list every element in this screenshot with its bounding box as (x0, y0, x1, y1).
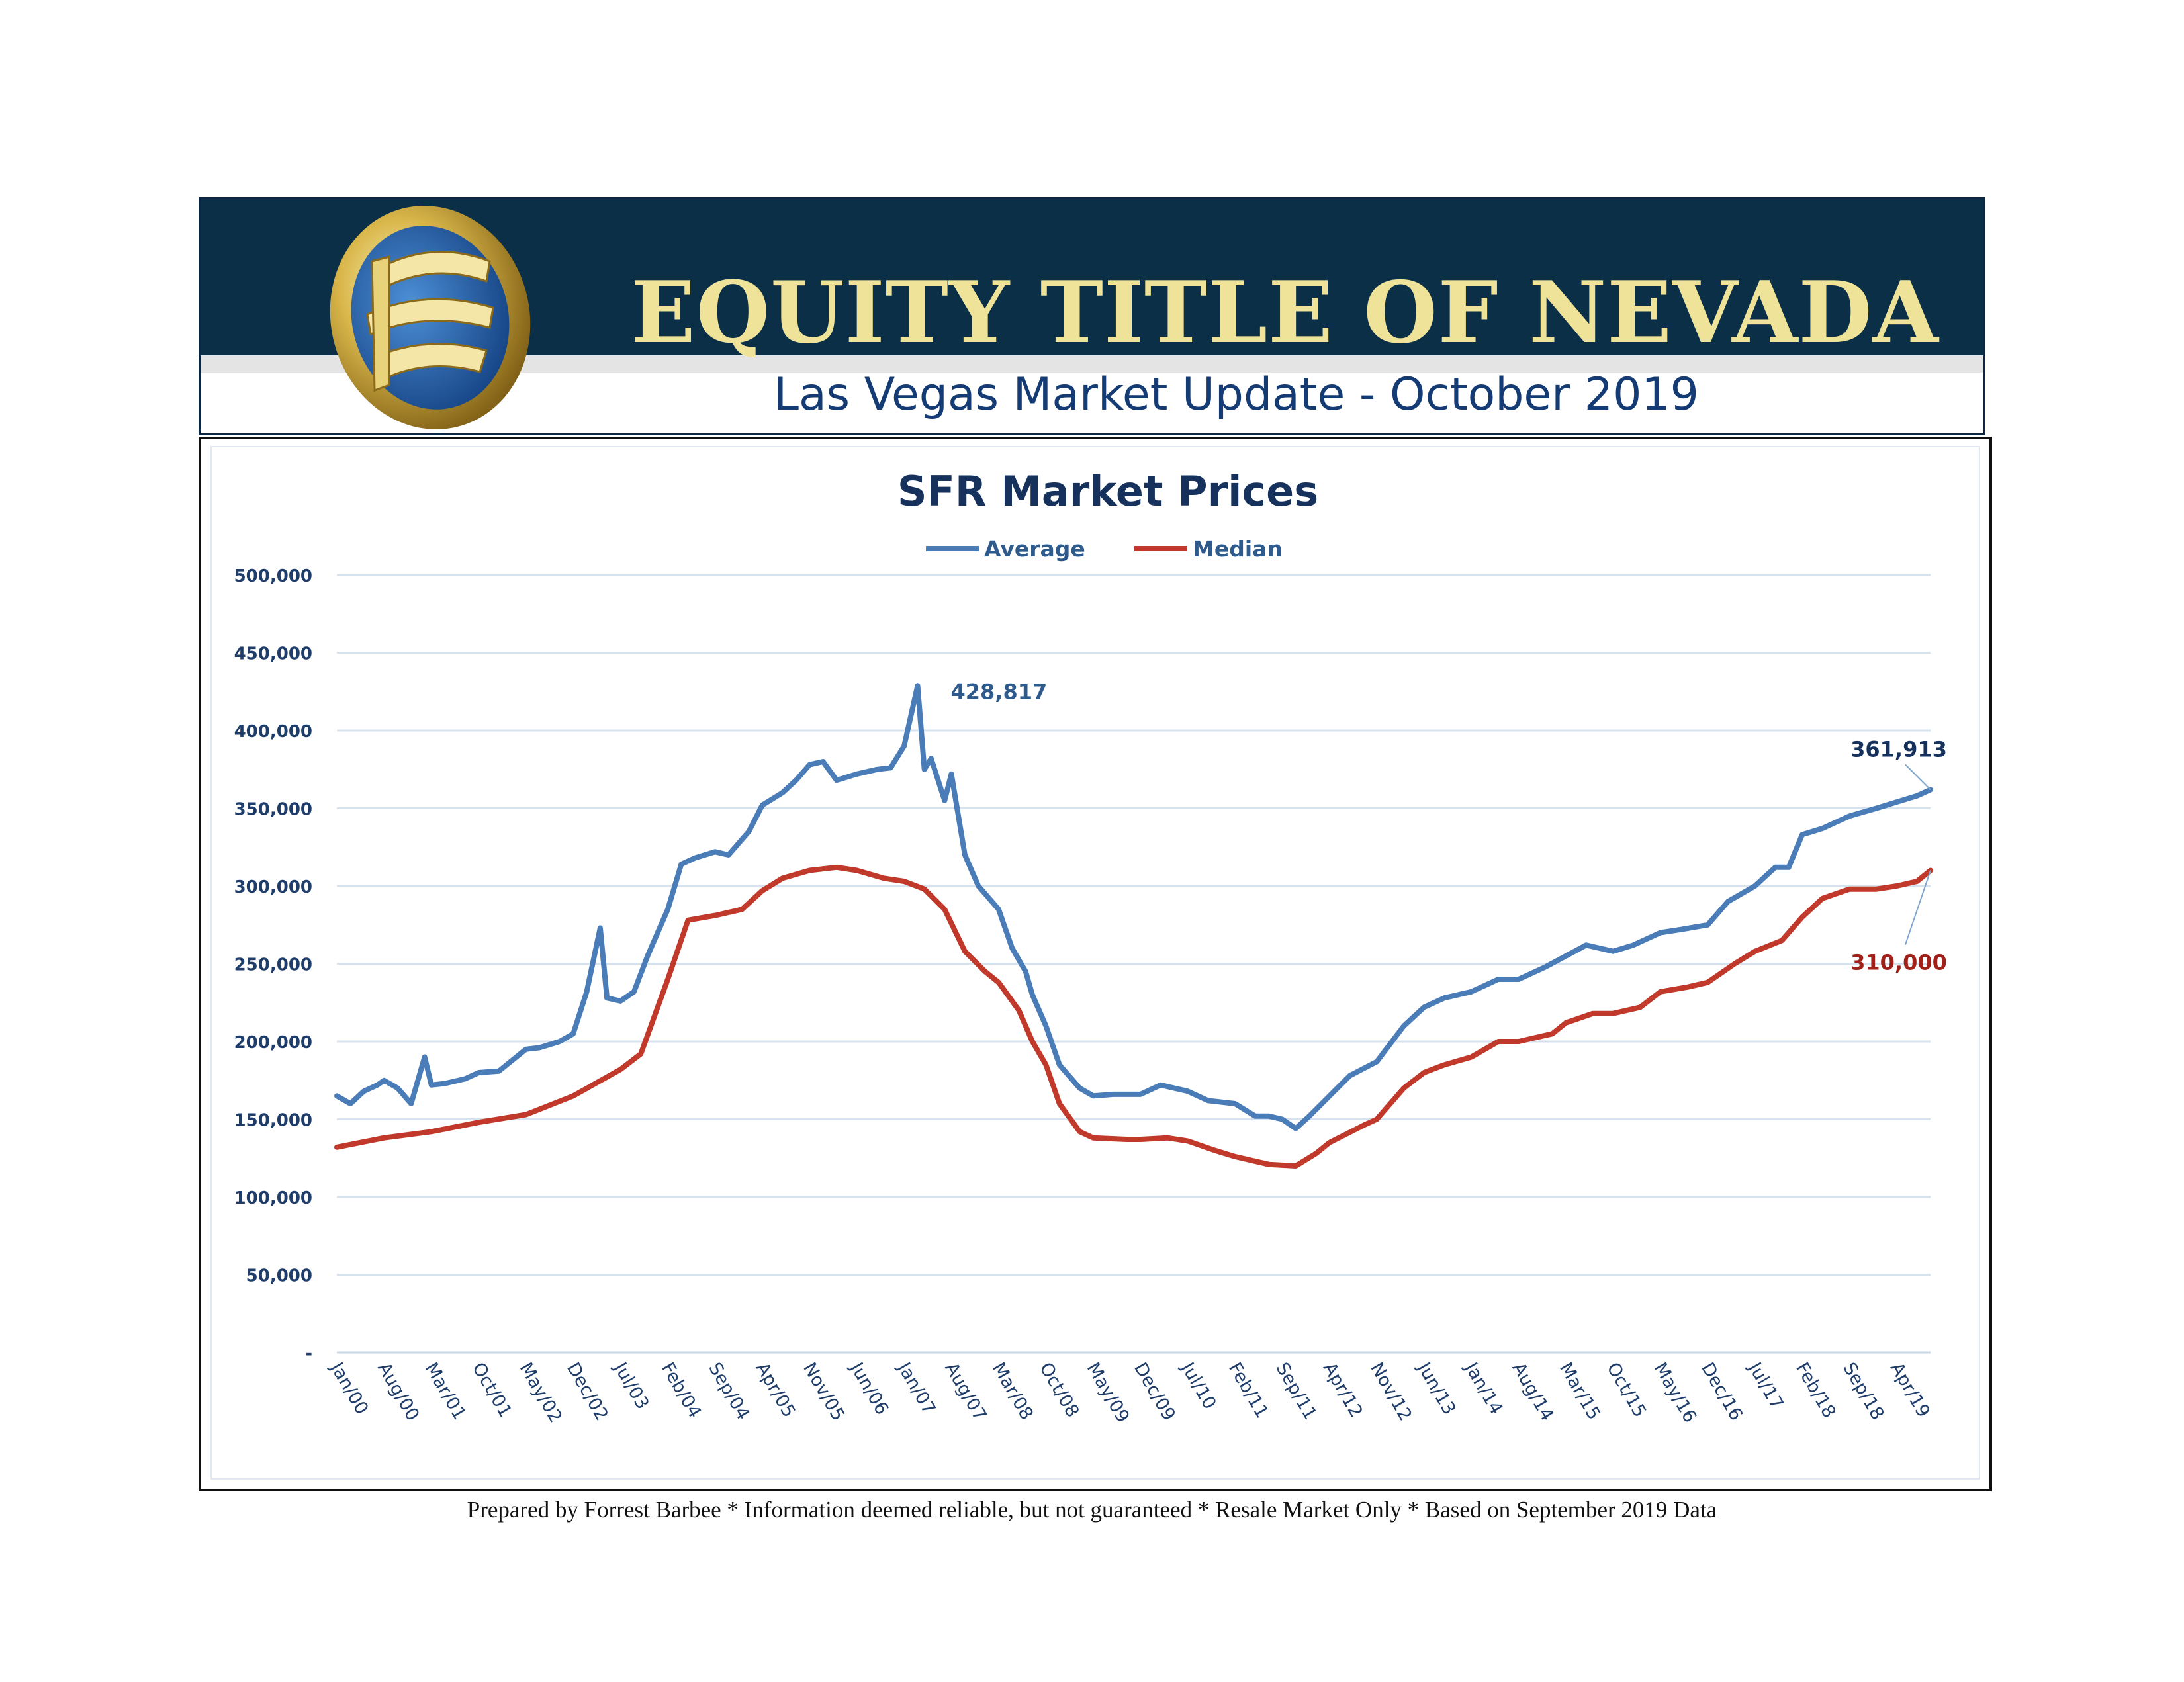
y-tick-label: 500,000 (234, 566, 312, 586)
y-tick-label: 300,000 (234, 877, 312, 897)
brand-name: EQUITY TITLE OF NEVADA (631, 263, 1939, 363)
legend-label-median: Median (1193, 536, 1283, 562)
x-tick-label: Oct/01 (468, 1359, 516, 1421)
annotation-leader-line (1905, 764, 1931, 791)
x-tick-label: Sep/04 (704, 1359, 753, 1423)
chart-inner-border (210, 446, 1980, 1480)
data-label: 428,817 (950, 679, 1047, 704)
x-tick-label: Jun/06 (846, 1358, 893, 1418)
x-tick-label: Aug/00 (373, 1359, 423, 1425)
x-tick-label: Apr/05 (752, 1359, 799, 1421)
x-tick-label: Oct/08 (1035, 1359, 1083, 1421)
equity-title-logo-icon (330, 206, 531, 429)
legend-label-average: Average (984, 536, 1085, 562)
chart-title: SFR Market Prices (897, 467, 1318, 515)
x-tick-label: May/16 (1650, 1359, 1700, 1426)
x-tick-label: Sep/11 (1271, 1359, 1320, 1423)
x-tick-label: Jan/07 (893, 1358, 939, 1418)
x-tick-label: Oct/15 (1602, 1359, 1650, 1421)
series-line-median (334, 864, 1933, 1169)
y-tick-label: 350,000 (234, 800, 312, 820)
y-tick-label: 450,000 (234, 644, 312, 664)
y-axis-tick-labels: - 50,000 100,000 150,000 200,000 250,000 300,0… (234, 566, 312, 1364)
data-label: 361,913 (1850, 737, 1947, 762)
y-tick-label: 400,000 (234, 722, 312, 742)
annotation-leader-line (1905, 870, 1931, 945)
x-tick-label: Feb/11 (1224, 1359, 1272, 1422)
x-tick-label: Mar/15 (1555, 1359, 1604, 1423)
x-tick-label: May/02 (516, 1359, 566, 1426)
x-tick-label: Jul/03 (609, 1358, 653, 1413)
series-line-average (334, 683, 1933, 1131)
x-tick-label: Nov/12 (1366, 1359, 1416, 1425)
y-tick-label: - (305, 1344, 312, 1364)
footer-disclaimer: Prepared by Forrest Barbee * Information… (467, 1497, 1717, 1523)
x-tick-label: May/09 (1083, 1359, 1133, 1426)
report-subtitle: Las Vegas Market Update - October 2019 (774, 369, 1699, 421)
grid-lines (337, 574, 1931, 1354)
y-tick-label: 250,000 (234, 955, 312, 975)
y-tick-label: 100,000 (234, 1188, 312, 1208)
x-tick-label: Dec/09 (1130, 1359, 1179, 1424)
x-tick-label: Apr/19 (1886, 1359, 1934, 1421)
x-tick-label: Jan/00 (326, 1358, 372, 1418)
x-tick-label: Dec/02 (563, 1359, 612, 1424)
x-tick-label: Aug/14 (1508, 1359, 1558, 1425)
sfr-market-prices-chart: SFR Market Prices Average Median - 50,000… (234, 467, 1947, 1426)
x-tick-label: Aug/07 (940, 1359, 990, 1425)
x-tick-label: Mar/08 (988, 1359, 1037, 1423)
chart-annotations: 428,817 361,913 310,000 (950, 679, 1946, 975)
x-tick-label: Nov/05 (799, 1359, 848, 1425)
y-tick-label: 150,000 (234, 1111, 312, 1131)
x-tick-label: Jul/17 (1744, 1358, 1788, 1413)
chart-series (334, 683, 1933, 1169)
data-label: 310,000 (1850, 950, 1947, 975)
x-tick-label: Dec/16 (1697, 1359, 1747, 1424)
x-tick-label: Sep/18 (1839, 1359, 1888, 1423)
x-tick-label: Apr/12 (1319, 1359, 1367, 1421)
y-tick-label: 200,000 (234, 1033, 312, 1053)
x-tick-label: Jul/10 (1177, 1358, 1220, 1413)
x-tick-label: Feb/18 (1792, 1359, 1839, 1422)
y-tick-label: 50,000 (246, 1266, 312, 1286)
x-tick-label: Feb/04 (657, 1359, 705, 1422)
x-tick-label: Jun/13 (1413, 1358, 1460, 1418)
chart-legend: Average Median (926, 536, 1283, 562)
x-tick-label: Jan/14 (1460, 1358, 1506, 1418)
x-tick-label: Mar/01 (421, 1359, 470, 1423)
